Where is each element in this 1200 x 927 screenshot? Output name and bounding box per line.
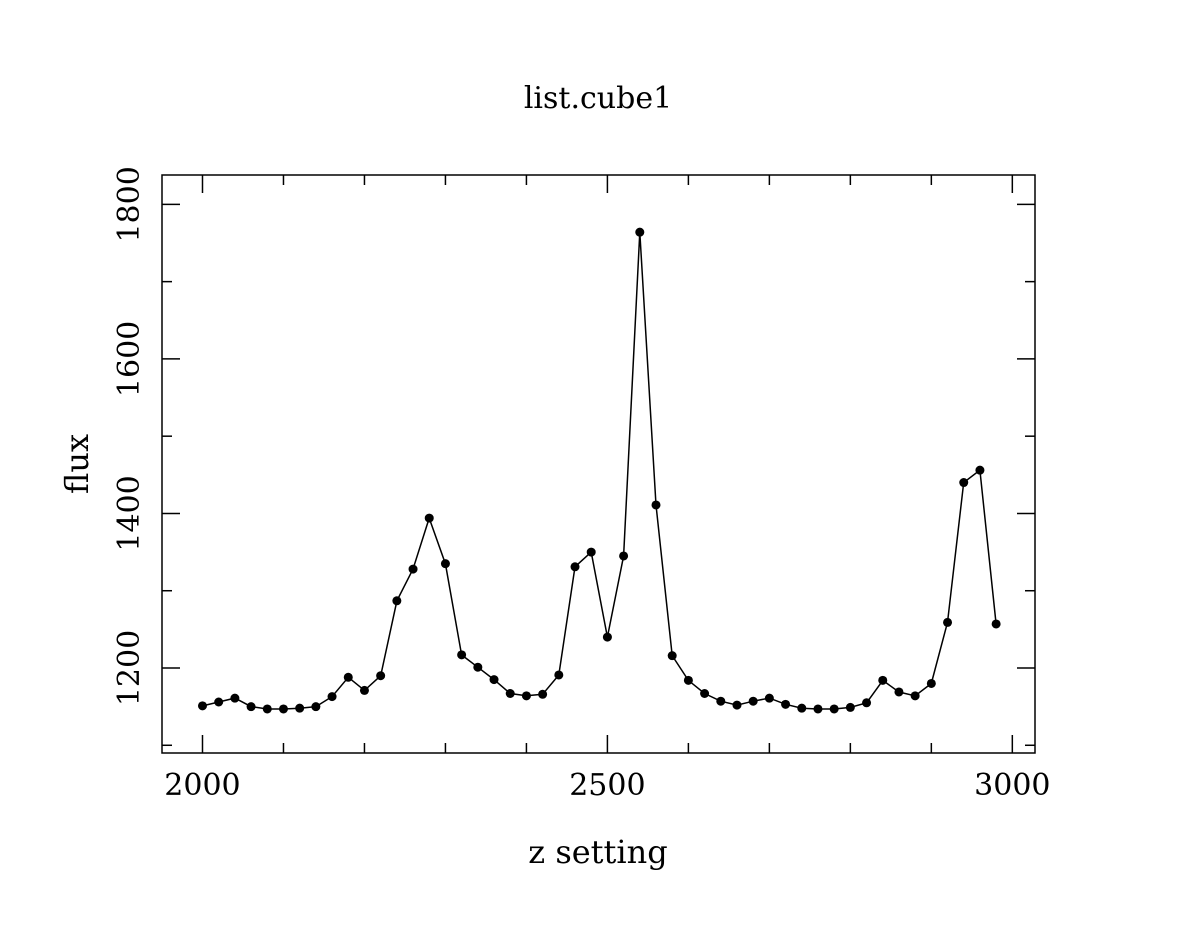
x-tick-labels: 2000 2500 3000 — [164, 768, 1050, 803]
data-point — [311, 702, 321, 712]
x-tick-label: 3000 — [974, 768, 1050, 803]
data-point — [473, 662, 483, 672]
data-point — [700, 689, 710, 698]
data-point — [619, 551, 629, 561]
data-point — [748, 696, 758, 706]
data-point — [359, 685, 369, 695]
data-point — [295, 703, 305, 713]
data-point — [214, 697, 224, 707]
data-point — [959, 478, 969, 488]
data-point — [278, 704, 288, 714]
axis-ticks — [162, 175, 1035, 753]
data-point — [554, 670, 564, 680]
data-point — [845, 702, 855, 712]
data-point — [813, 704, 823, 714]
data-point — [716, 696, 726, 706]
data-point — [732, 700, 742, 710]
y-tick-label: 1800 — [112, 166, 147, 242]
data-point — [440, 559, 450, 569]
plot-frame — [161, 174, 1036, 754]
data-point — [424, 513, 434, 523]
data-point — [246, 702, 256, 712]
data-point — [910, 691, 920, 701]
data-point — [975, 465, 985, 475]
x-tick-label: 2000 — [164, 768, 240, 803]
chart-title: list.cube1 — [524, 81, 672, 116]
y-axis-label: flux — [58, 434, 96, 494]
data-point — [538, 689, 548, 699]
data-point — [489, 675, 499, 685]
y-tick-label: 1200 — [112, 630, 147, 706]
data-point — [602, 632, 612, 642]
data-point — [862, 698, 872, 708]
data-points — [197, 227, 1001, 714]
data-point — [667, 651, 677, 661]
data-point — [991, 619, 1001, 629]
data-point — [683, 675, 693, 685]
y-tick-labels: 1200 1400 1600 1800 — [112, 166, 147, 706]
data-point — [343, 672, 353, 682]
data-point — [894, 687, 904, 697]
series-line — [202, 232, 997, 710]
data-point — [392, 596, 402, 606]
data-point — [781, 699, 791, 709]
data-point — [878, 675, 888, 685]
data-point — [505, 689, 515, 698]
data-point — [764, 693, 774, 703]
data-point — [376, 671, 386, 681]
data-point — [197, 701, 207, 711]
data-point — [408, 564, 418, 574]
data-point — [926, 678, 936, 688]
data-point — [327, 692, 337, 702]
data-point — [230, 693, 240, 703]
data-point — [521, 691, 531, 701]
data-point — [651, 500, 661, 510]
y-tick-label: 1600 — [112, 321, 147, 397]
data-point — [586, 547, 596, 557]
data-point — [829, 704, 839, 714]
data-point — [570, 562, 580, 572]
data-point — [797, 703, 807, 713]
data-point — [635, 227, 645, 237]
x-axis-label: z setting — [528, 833, 667, 871]
data-point — [457, 650, 467, 660]
x-tick-label: 2500 — [569, 768, 645, 803]
y-tick-label: 1400 — [112, 475, 147, 551]
data-point — [943, 617, 953, 627]
data-point — [262, 704, 272, 714]
